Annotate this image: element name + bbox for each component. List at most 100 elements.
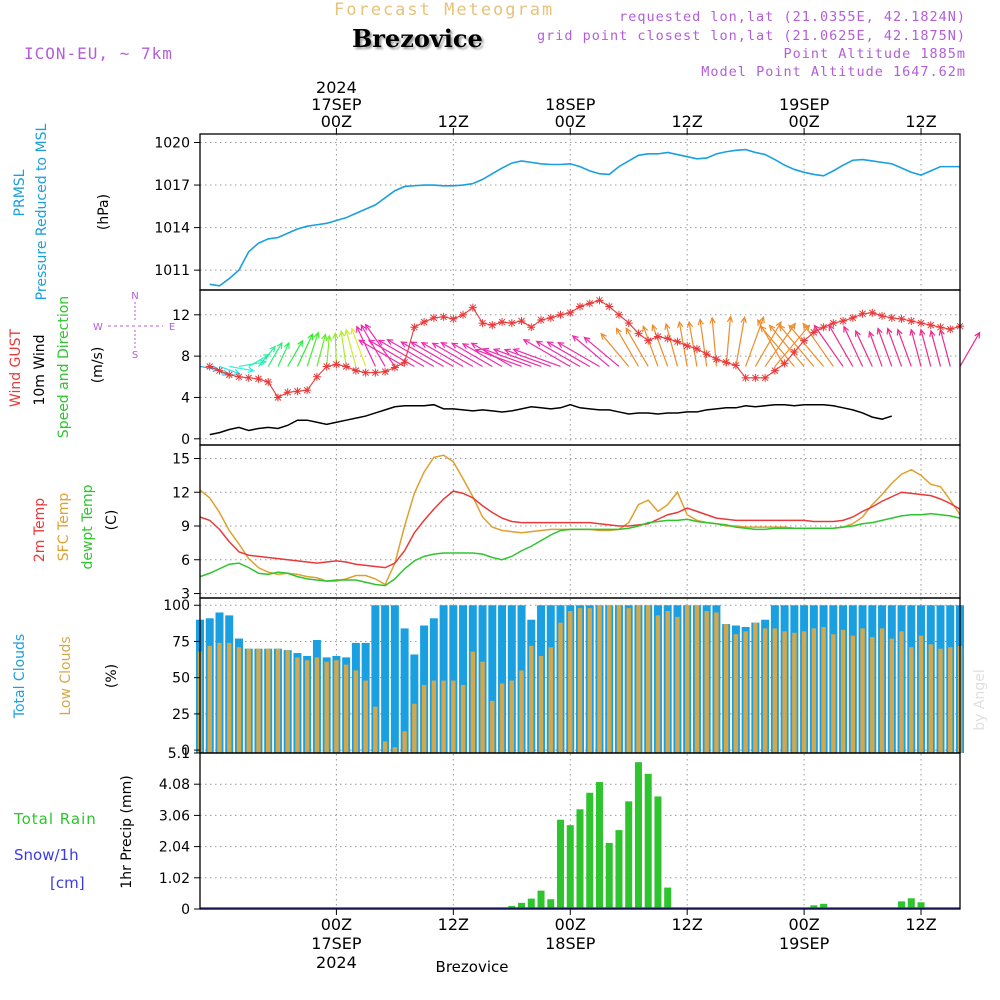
wind-direction-arrow	[365, 324, 396, 367]
total-rain-label: Total Rain	[13, 810, 97, 828]
wind-arrowhead	[474, 348, 482, 355]
wind-arrowhead	[758, 315, 765, 324]
low-clouds-bar	[597, 605, 602, 753]
rain-bar	[810, 905, 818, 909]
low-clouds-bar	[607, 605, 612, 753]
low-clouds-bar	[587, 608, 592, 753]
wind-gust-marker	[878, 311, 887, 320]
wind-arrowhead	[677, 320, 684, 328]
wind-arrowhead	[759, 325, 767, 333]
wind-direction-arrow	[360, 324, 386, 367]
wind-direction-arrow	[583, 336, 620, 367]
wind-arrowhead	[855, 329, 861, 337]
wind-gust-marker	[848, 313, 857, 322]
low-clouds-bar	[304, 660, 310, 753]
chart-name: Forecast Meteogram	[334, 0, 555, 20]
low-clouds-bar	[451, 680, 456, 753]
wind-gust-marker	[205, 362, 214, 371]
low-clouds-bar	[207, 645, 212, 753]
credit-watermark: by Angel	[972, 669, 988, 730]
wind-direction-arrow	[897, 329, 912, 367]
low-clouds-bar	[928, 644, 933, 753]
time-axis-label-top: 12Z	[438, 112, 469, 131]
wind-gust-marker	[244, 373, 253, 382]
wind-gust-marker	[449, 314, 458, 323]
low-clouds-bar	[909, 647, 914, 753]
wind-arrowhead	[919, 328, 926, 336]
wind-direction-arrow	[523, 339, 571, 367]
wind-arrowhead	[344, 328, 351, 336]
low-clouds-bar	[275, 648, 281, 753]
time-axis-label-bottom: 12Z	[905, 915, 936, 934]
time-axis-label-bottom: 00Z	[788, 915, 819, 934]
rain-bar	[557, 819, 565, 909]
wind-gust-marker	[722, 358, 731, 367]
wind-arrowhead	[709, 316, 716, 324]
wind-direction-arrow	[868, 331, 883, 367]
y-tick-label: 3	[181, 587, 190, 603]
low-clouds-bar	[227, 642, 232, 753]
y-tick-label: 75	[172, 634, 190, 650]
low-clouds-bar	[840, 629, 846, 753]
total-clouds-bar	[498, 605, 507, 753]
y-tick-label: 3.06	[159, 808, 190, 824]
wind-direction-arrow	[410, 341, 454, 367]
time-axis-label-bottom: 2024	[316, 953, 357, 972]
wind-direction-arrow	[760, 325, 795, 367]
wind-gust-marker	[907, 317, 916, 325]
wind-arrowhead	[615, 327, 622, 335]
wind-gust-marker	[683, 341, 692, 350]
wind-direction-arrow	[688, 321, 698, 367]
wind-gust-marker	[342, 362, 351, 371]
wind-gust-line	[209, 299, 961, 399]
wind-direction-arrow	[504, 349, 551, 368]
wind-gust-marker	[887, 313, 896, 322]
wind-gust-marker	[770, 366, 779, 375]
low-clouds-bar	[811, 628, 817, 753]
wind-gust-marker	[605, 302, 614, 311]
wind-arrowhead	[481, 347, 490, 354]
wind-gust-marker	[410, 323, 419, 332]
low-clouds-bar	[733, 634, 739, 753]
low-clouds-bar	[509, 680, 514, 753]
wind-arrowhead	[843, 325, 849, 333]
low-clouds-bar	[616, 605, 622, 753]
wind-direction-arrow	[843, 326, 864, 367]
wind-gust-marker	[595, 296, 604, 305]
wind-gust-marker	[673, 337, 682, 346]
wind-direction-arrow	[665, 323, 679, 367]
panel-frame	[199, 752, 961, 910]
total-clouds-bar	[381, 605, 390, 753]
wind-arrowhead	[364, 323, 372, 331]
low-clouds-bar	[821, 626, 826, 753]
time-axis-label-top: 00Z	[788, 112, 819, 131]
compass-west: W	[93, 322, 103, 333]
rain-bar	[595, 782, 603, 909]
rain-bar	[634, 762, 642, 909]
wind-gust-marker	[839, 317, 848, 325]
wind-direction-arrow	[387, 339, 435, 367]
low-clouds-bar	[772, 628, 778, 753]
rain-bar	[644, 773, 652, 909]
wind-gust-marker	[498, 318, 507, 327]
total-clouds-bar	[507, 605, 516, 753]
wind-direction-arrow	[754, 321, 782, 367]
wind-gust-marker	[936, 323, 945, 332]
wind-gust-marker	[517, 317, 526, 325]
wind-gust-marker	[215, 366, 224, 375]
low-clouds-bar	[762, 628, 768, 753]
wind-gust-marker	[478, 319, 487, 328]
pressure-unit: (hPa)	[96, 194, 112, 230]
low-clouds-bar	[314, 657, 320, 753]
rain-bar	[654, 796, 662, 909]
wind-direction-arrow	[351, 328, 367, 367]
wind-arrowhead	[276, 341, 283, 349]
low-clouds-bar	[538, 655, 544, 753]
low-clouds-bar	[879, 628, 885, 753]
wind-arrowhead	[470, 342, 478, 349]
rain-bar	[527, 898, 535, 909]
wind-arrowhead	[269, 345, 277, 353]
time-axis-label-bottom: 17SEP	[311, 934, 362, 953]
wind-direction-arrow	[735, 317, 746, 367]
wind-unit: (m/s)	[90, 347, 106, 384]
